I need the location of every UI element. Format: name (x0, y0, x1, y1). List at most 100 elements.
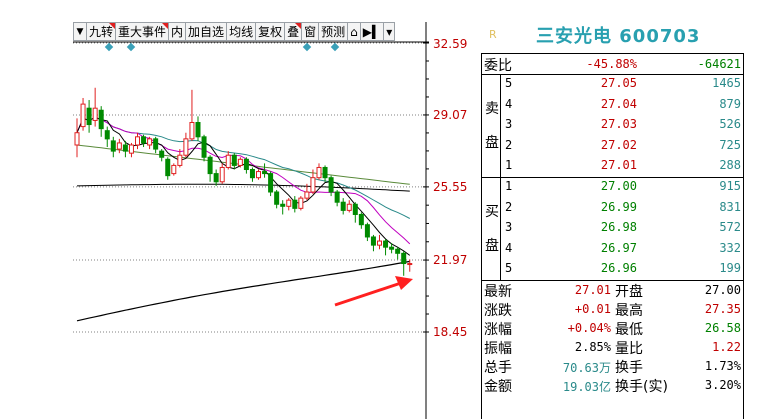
kline-chart[interactable] (73, 22, 429, 419)
stat-label: 换手(实) (615, 379, 668, 395)
stat-label: 换手 (615, 360, 643, 376)
annotation-arrow (334, 281, 402, 307)
stat-label: 最新 (484, 284, 512, 300)
major-events-button[interactable]: 重大事件 (116, 22, 170, 41)
buy-price[interactable]: 27.00 (600, 179, 637, 193)
price-axis-label: 21.97 (433, 253, 468, 267)
nine-turn-button[interactable]: 九转 (87, 22, 117, 41)
candle-down (395, 248, 401, 254)
candle-down (340, 201, 346, 211)
ma5-line (76, 116, 411, 256)
candle-down (262, 171, 268, 175)
stat-label: 总手 (484, 360, 512, 376)
buy-volume: 831 (719, 199, 741, 214)
sell-price[interactable]: 27.03 (600, 117, 637, 132)
play-end-icon[interactable]: ▶▍ (360, 22, 385, 41)
stat-value: 70.63万 (562, 361, 611, 375)
window-button[interactable]: 窗 (302, 22, 320, 41)
candle-up (171, 164, 177, 175)
order-ratio-diff: -64621 (697, 57, 741, 71)
ma20-line (76, 116, 411, 219)
sell-price[interactable]: 27.01 (600, 158, 637, 173)
candle-down (141, 136, 147, 144)
stat-value: 1.22 (712, 340, 741, 354)
kline-chart-svg[interactable] (73, 22, 429, 419)
candle-down (86, 107, 92, 126)
candle-up (128, 144, 134, 154)
sell-price[interactable]: 27.04 (600, 96, 637, 111)
divider (481, 74, 744, 75)
candle-up (147, 138, 153, 146)
adjust-rights-button[interactable]: 复权 (256, 22, 286, 41)
divider (481, 280, 744, 281)
order-ratio-pct: -45.88% (586, 57, 637, 71)
sell-price[interactable]: 27.02 (600, 137, 637, 152)
sell-level: 2 (505, 137, 513, 152)
candle-up (407, 263, 413, 266)
sell-volume: 1465 (712, 76, 741, 90)
candle-down (110, 140, 116, 152)
candle-down (122, 144, 128, 152)
sell-label: 盘 (485, 135, 499, 151)
moving-average-button[interactable]: 均线 (227, 22, 257, 41)
buy-level: 2 (505, 199, 513, 214)
buy-level: 1 (505, 179, 513, 193)
quote-panel (481, 53, 744, 419)
internal-button[interactable]: 内 (169, 22, 187, 41)
stat-label: 涨幅 (484, 322, 512, 338)
candle-down (201, 136, 207, 158)
candle-up (183, 138, 189, 156)
candle-up (74, 132, 80, 146)
candle-down (213, 173, 219, 183)
sell-level: 1 (505, 158, 513, 173)
candle-up (225, 154, 231, 168)
candle-down (364, 224, 370, 238)
candle-down (328, 177, 334, 193)
stat-label: 金额 (484, 379, 512, 395)
price-axis-label: 18.45 (433, 325, 468, 339)
sell-level: 3 (505, 117, 513, 132)
sell-level: 4 (505, 96, 513, 111)
candle-up (304, 191, 310, 199)
candle-down (207, 156, 213, 175)
add-watchlist-button[interactable]: 加自选 (186, 22, 228, 41)
stat-value: +0.04% (567, 321, 611, 335)
buy-price[interactable]: 26.99 (600, 199, 637, 214)
stat-label: 最低 (615, 322, 643, 338)
buy-price[interactable]: 26.98 (600, 220, 637, 235)
candle-up (377, 240, 382, 246)
buy-label: 买 (485, 204, 499, 220)
stat-value: 27.35 (704, 302, 741, 316)
buy-level: 3 (505, 220, 513, 235)
lock-icon[interactable]: ⌂ (348, 22, 361, 41)
sell-volume: 725 (719, 137, 741, 152)
buy-level: 4 (505, 240, 513, 255)
price-axis-label: 29.07 (433, 108, 468, 122)
sell-volume: 526 (719, 117, 741, 132)
chart-toolbar: ▼ 九转 重大事件 内 加自选 均线 复权 叠 窗 预测 ⌂ ▶▍ ▾ (73, 22, 429, 42)
candle-down (165, 158, 171, 177)
stat-value: 27.00 (704, 283, 741, 297)
sell-level: 5 (505, 76, 513, 90)
stat-label: 振幅 (484, 341, 512, 357)
price-axis-label: 32.59 (433, 37, 468, 51)
dropdown-toggle-button[interactable]: ▼ (73, 22, 87, 41)
buy-label: 盘 (485, 238, 499, 254)
candle-down (370, 236, 376, 246)
stat-value: 3.20% (704, 378, 741, 392)
divider (481, 53, 744, 54)
forecast-button[interactable]: 预测 (319, 22, 349, 41)
overlay-button[interactable]: 叠 (285, 22, 303, 41)
candle-down (159, 150, 165, 158)
stat-value: 27.01 (574, 283, 611, 297)
candle-down (98, 109, 104, 130)
sell-price[interactable]: 27.05 (600, 76, 637, 90)
buy-price[interactable]: 26.96 (600, 261, 637, 276)
candle-up (310, 177, 316, 193)
more-dropdown-icon[interactable]: ▾ (384, 22, 396, 41)
stat-label: 涨跌 (484, 303, 512, 319)
candle-down (358, 213, 364, 226)
candle-up (316, 166, 322, 179)
stat-label: 开盘 (615, 284, 643, 300)
buy-price[interactable]: 26.97 (600, 240, 637, 255)
